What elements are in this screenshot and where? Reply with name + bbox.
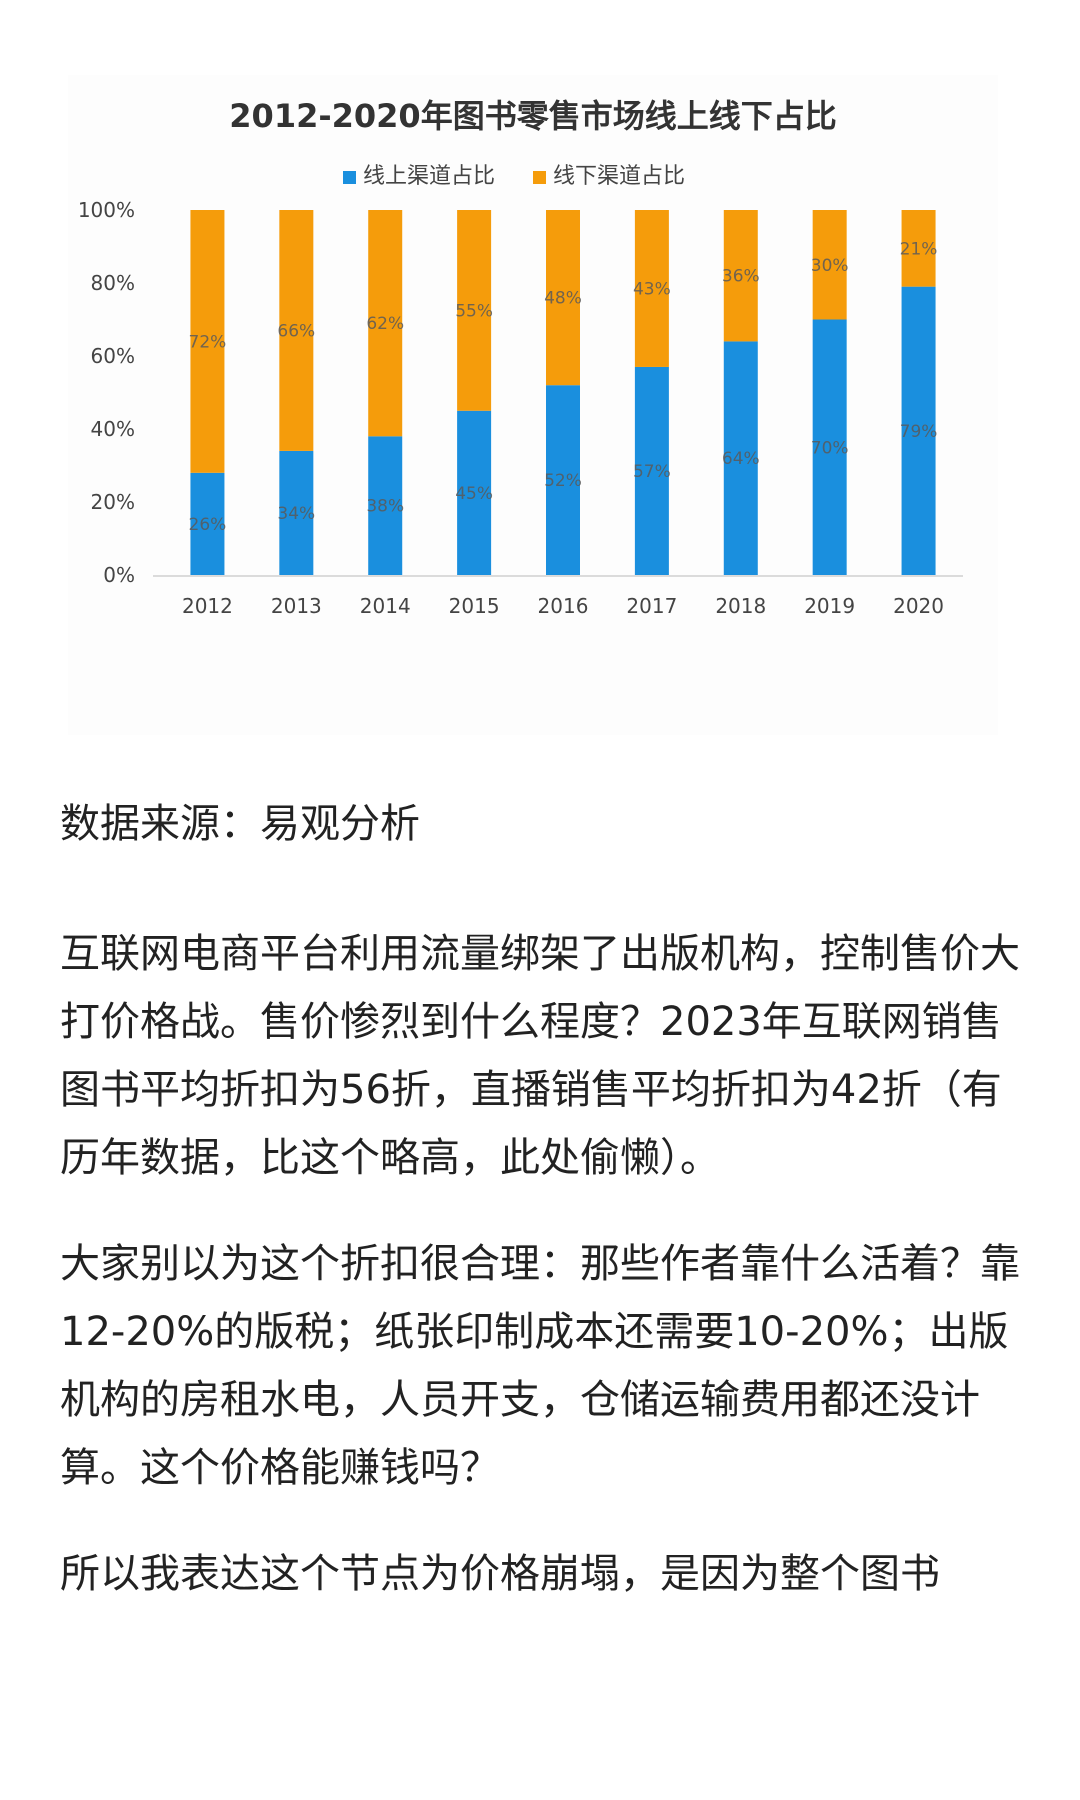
data-label: 36% <box>722 267 760 287</box>
legend-swatch <box>533 171 546 184</box>
bar-offline <box>723 210 758 342</box>
bar-online <box>279 450 314 575</box>
bar-online <box>190 472 225 575</box>
bar-offline <box>901 210 936 287</box>
paragraph-3: 所以我表达这个节点为价格崩塌，是因为整个图书 <box>60 1551 940 1597</box>
y-tick-label: 20% <box>91 490 135 514</box>
data-label: 62% <box>366 314 404 334</box>
y-tick-label: 100% <box>78 198 135 222</box>
x-tick-label: 2017 <box>626 594 677 618</box>
chart-card: 2012-2020年图书零售市场线上线下占比 线上渠道占比 线下渠道占比 0% 20… <box>68 75 998 735</box>
article-body: 数据来源：易观分析 互联网电商平台利用流量绑架了出版机构，控制售价大打价格战。售… <box>60 790 1030 1646</box>
paragraph-1: 互联网电商平台利用流量绑架了出版机构，控制售价大打价格战。售价惨烈到什么程度？2… <box>60 931 1020 1181</box>
data-label: 55% <box>455 301 493 321</box>
bars: 26% 72% 34% 66% 38% 62% 45% 55% 52% 48% 57% 43% 64% 3… <box>189 210 938 575</box>
data-label: 26% <box>189 515 227 535</box>
y-tick-label: 60% <box>91 344 135 368</box>
x-tick-label: 2019 <box>804 594 855 618</box>
data-label: 52% <box>544 471 582 491</box>
data-label: 48% <box>544 289 582 309</box>
legend-label: 线上渠道占比 <box>363 164 495 189</box>
y-tick-label: 0% <box>103 563 135 587</box>
stacked-bar-chart: 2012-2020年图书零售市场线上线下占比 线上渠道占比 线下渠道占比 0% 20… <box>78 97 963 618</box>
x-tick-label: 2018 <box>715 594 766 618</box>
bar-online <box>723 341 758 575</box>
chart-title: 2012-2020年图书零售市场线上线下占比 <box>229 97 836 135</box>
data-label: 64% <box>722 449 760 469</box>
x-tick-label: 2016 <box>538 594 589 618</box>
data-label: 21% <box>900 239 938 259</box>
chart-legend: 线上渠道占比 线下渠道占比 <box>343 164 685 189</box>
bar-offline <box>634 210 669 367</box>
bar-online <box>368 436 403 575</box>
x-tick-label: 2014 <box>360 594 411 618</box>
data-source-note: 数据来源：易观分析 <box>60 801 420 847</box>
bar-offline <box>812 210 847 320</box>
data-label: 70% <box>811 438 849 458</box>
bar-online <box>546 385 580 575</box>
data-label: 72% <box>189 332 227 352</box>
y-axis: 0% 20% 40% 60% 80% 100% <box>78 198 963 587</box>
bar-offline <box>546 210 580 386</box>
data-label: 66% <box>277 321 315 341</box>
legend-label: 线下渠道占比 <box>553 164 685 189</box>
x-tick-label: 2020 <box>893 594 944 618</box>
x-tick-label: 2013 <box>271 594 322 618</box>
data-label: 79% <box>900 422 938 442</box>
data-label: 30% <box>811 256 849 276</box>
bar-offline <box>279 210 314 451</box>
bar-offline <box>457 210 492 411</box>
y-tick-label: 80% <box>91 271 135 295</box>
y-tick-label: 40% <box>91 417 135 441</box>
data-label: 57% <box>633 462 671 482</box>
bar-offline <box>368 210 403 437</box>
legend-swatch <box>343 171 356 184</box>
x-tick-label: 2012 <box>182 594 233 618</box>
x-axis: 2012 2013 2014 2015 2016 2017 2018 2019 2020 <box>182 594 944 618</box>
paragraph-2: 大家别以为这个折扣很合理：那些作者靠什么活着？靠12-20%的版税；纸张印制成本… <box>60 1241 1020 1491</box>
bar-online <box>812 319 847 575</box>
bar-online <box>457 410 492 575</box>
bar-offline <box>190 210 225 473</box>
data-label: 38% <box>366 497 404 517</box>
x-tick-label: 2015 <box>449 594 500 618</box>
bar-online <box>634 366 669 575</box>
data-label: 34% <box>277 504 315 524</box>
data-label: 43% <box>633 279 671 299</box>
bar-online <box>901 286 936 575</box>
data-label: 45% <box>455 484 493 504</box>
